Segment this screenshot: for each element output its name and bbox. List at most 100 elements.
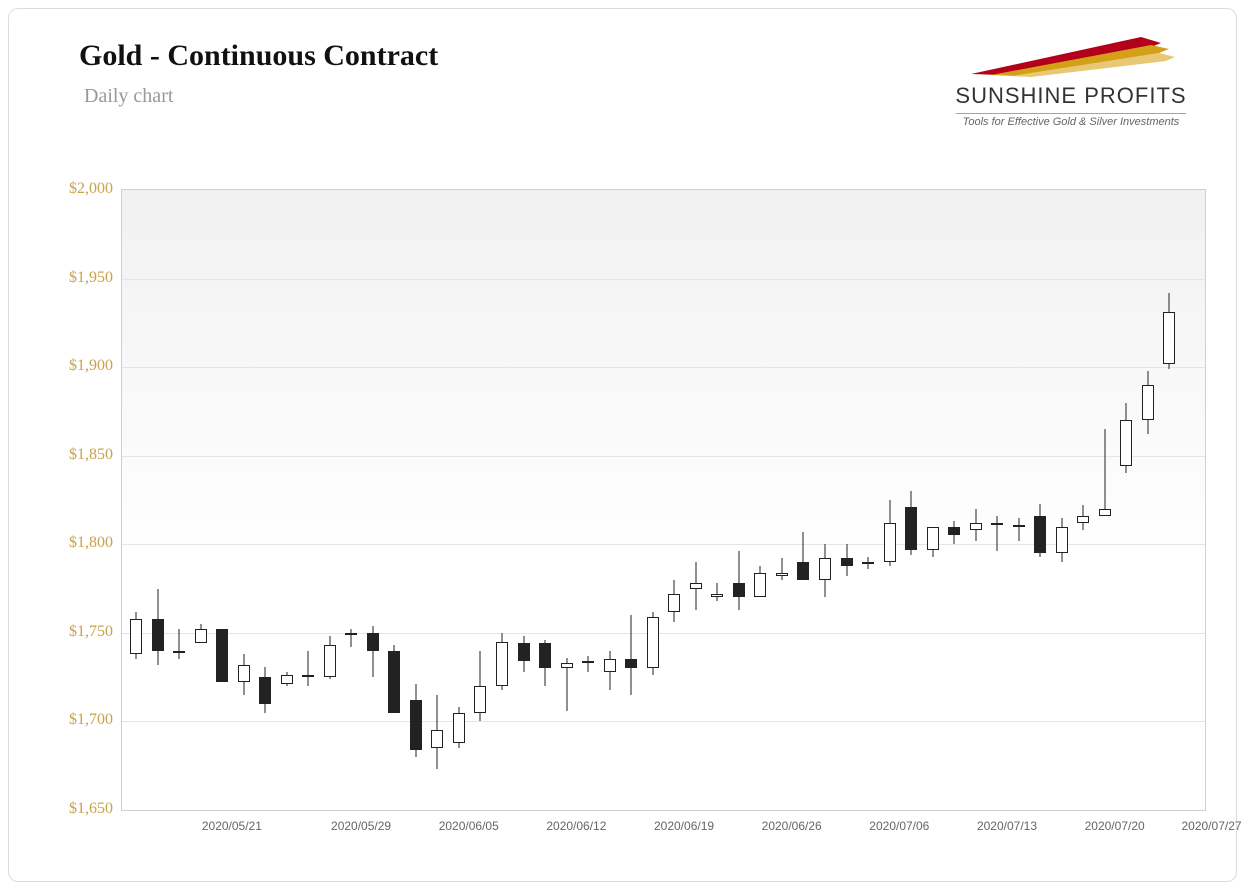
candle-body-down: [152, 619, 164, 651]
candle-body-up: [324, 645, 336, 677]
candle-body-up: [1013, 525, 1025, 527]
candle-body-up: [1120, 420, 1132, 466]
chart-area: $1,650$1,700$1,750$1,800$1,850$1,900$1,9…: [49, 189, 1206, 841]
candle: [1099, 190, 1111, 810]
candle: [819, 190, 831, 810]
candle: [991, 190, 1003, 810]
candle: [474, 190, 486, 810]
candle-body-up: [130, 619, 142, 654]
candle: [884, 190, 896, 810]
y-tick-label: $2,000: [49, 180, 113, 198]
logo-divider: [956, 113, 1186, 114]
plot-region: [121, 189, 1206, 811]
x-tick-label: 2020/06/12: [546, 819, 606, 833]
candle: [711, 190, 723, 810]
candle: [388, 190, 400, 810]
candle-body-up: [819, 558, 831, 579]
candle-body-down: [1034, 516, 1046, 553]
candle-body-up: [991, 523, 1003, 525]
candle-wick: [179, 629, 180, 659]
x-tick-label: 2020/06/05: [439, 819, 499, 833]
candle: [539, 190, 551, 810]
candle: [948, 190, 960, 810]
candle: [1013, 190, 1025, 810]
candle-body-down: [518, 643, 530, 661]
candle: [130, 190, 142, 810]
chart-header: Gold - Continuous Contract Daily chart S…: [29, 39, 1216, 159]
candle: [1142, 190, 1154, 810]
candle: [582, 190, 594, 810]
candle-body-up: [884, 523, 896, 562]
candle: [1034, 190, 1046, 810]
candle-wick: [738, 551, 739, 609]
candle-body-up: [173, 651, 185, 653]
candle-body-up: [647, 617, 659, 668]
candle-body-down: [367, 633, 379, 651]
candle-body-up: [927, 527, 939, 550]
x-tick-label: 2020/05/21: [202, 819, 262, 833]
candle-wick: [631, 615, 632, 695]
y-tick-label: $1,950: [49, 269, 113, 287]
candle-body-up: [1142, 385, 1154, 420]
candle-body-up: [1099, 509, 1111, 516]
brand-logo: SUNSHINE PROFITS Tools for Effective Gol…: [946, 29, 1196, 128]
candle: [776, 190, 788, 810]
x-tick-label: 2020/07/27: [1181, 819, 1241, 833]
candle-body-up: [496, 642, 508, 686]
candle-body-down: [302, 675, 314, 677]
candle: [367, 190, 379, 810]
candle-body-up: [668, 594, 680, 612]
candle: [216, 190, 228, 810]
x-tick-label: 2020/07/20: [1085, 819, 1145, 833]
candle: [1077, 190, 1089, 810]
candle-body-up: [453, 713, 465, 743]
candle-body-up: [582, 661, 594, 663]
candle: [1056, 190, 1068, 810]
candle-wick: [308, 651, 309, 686]
candle-body-down: [841, 558, 853, 565]
candle-wick: [588, 656, 589, 672]
candle-body-up: [345, 633, 357, 635]
candle: [518, 190, 530, 810]
candle-body-up: [561, 663, 573, 668]
candle-body-up: [970, 523, 982, 530]
y-tick-label: $1,700: [49, 711, 113, 729]
candle: [281, 190, 293, 810]
candle: [733, 190, 745, 810]
candle-body-up: [1163, 312, 1175, 363]
candle-wick: [1104, 429, 1105, 516]
candle: [668, 190, 680, 810]
x-tick-label: 2020/06/19: [654, 819, 714, 833]
candle-body-down: [388, 651, 400, 713]
candle-body-up: [474, 686, 486, 713]
x-tick-label: 2020/07/13: [977, 819, 1037, 833]
candle-body-down: [733, 583, 745, 597]
candle-body-up: [1056, 527, 1068, 554]
y-tick-label: $1,650: [49, 800, 113, 818]
candle-body-down: [905, 507, 917, 550]
candle: [496, 190, 508, 810]
logo-tagline: Tools for Effective Gold & Silver Invest…: [946, 116, 1196, 128]
candle-body-up: [195, 629, 207, 643]
candle: [152, 190, 164, 810]
candle-body-down: [410, 700, 422, 750]
candle: [173, 190, 185, 810]
candle-body-up: [1077, 516, 1089, 523]
y-tick-label: $1,900: [49, 357, 113, 375]
candle-body-up: [754, 573, 766, 598]
candle: [561, 190, 573, 810]
y-tick-label: $1,850: [49, 446, 113, 464]
candle: [927, 190, 939, 810]
candle: [345, 190, 357, 810]
candle: [604, 190, 616, 810]
candle-body-up: [862, 562, 874, 564]
candle-body-up: [690, 583, 702, 588]
x-tick-label: 2020/05/29: [331, 819, 391, 833]
candle: [797, 190, 809, 810]
candle-body-up: [604, 659, 616, 671]
candle: [690, 190, 702, 810]
candle: [862, 190, 874, 810]
logo-swoosh-icon: [946, 29, 1196, 79]
candle: [754, 190, 766, 810]
candle-body-up: [711, 594, 723, 598]
